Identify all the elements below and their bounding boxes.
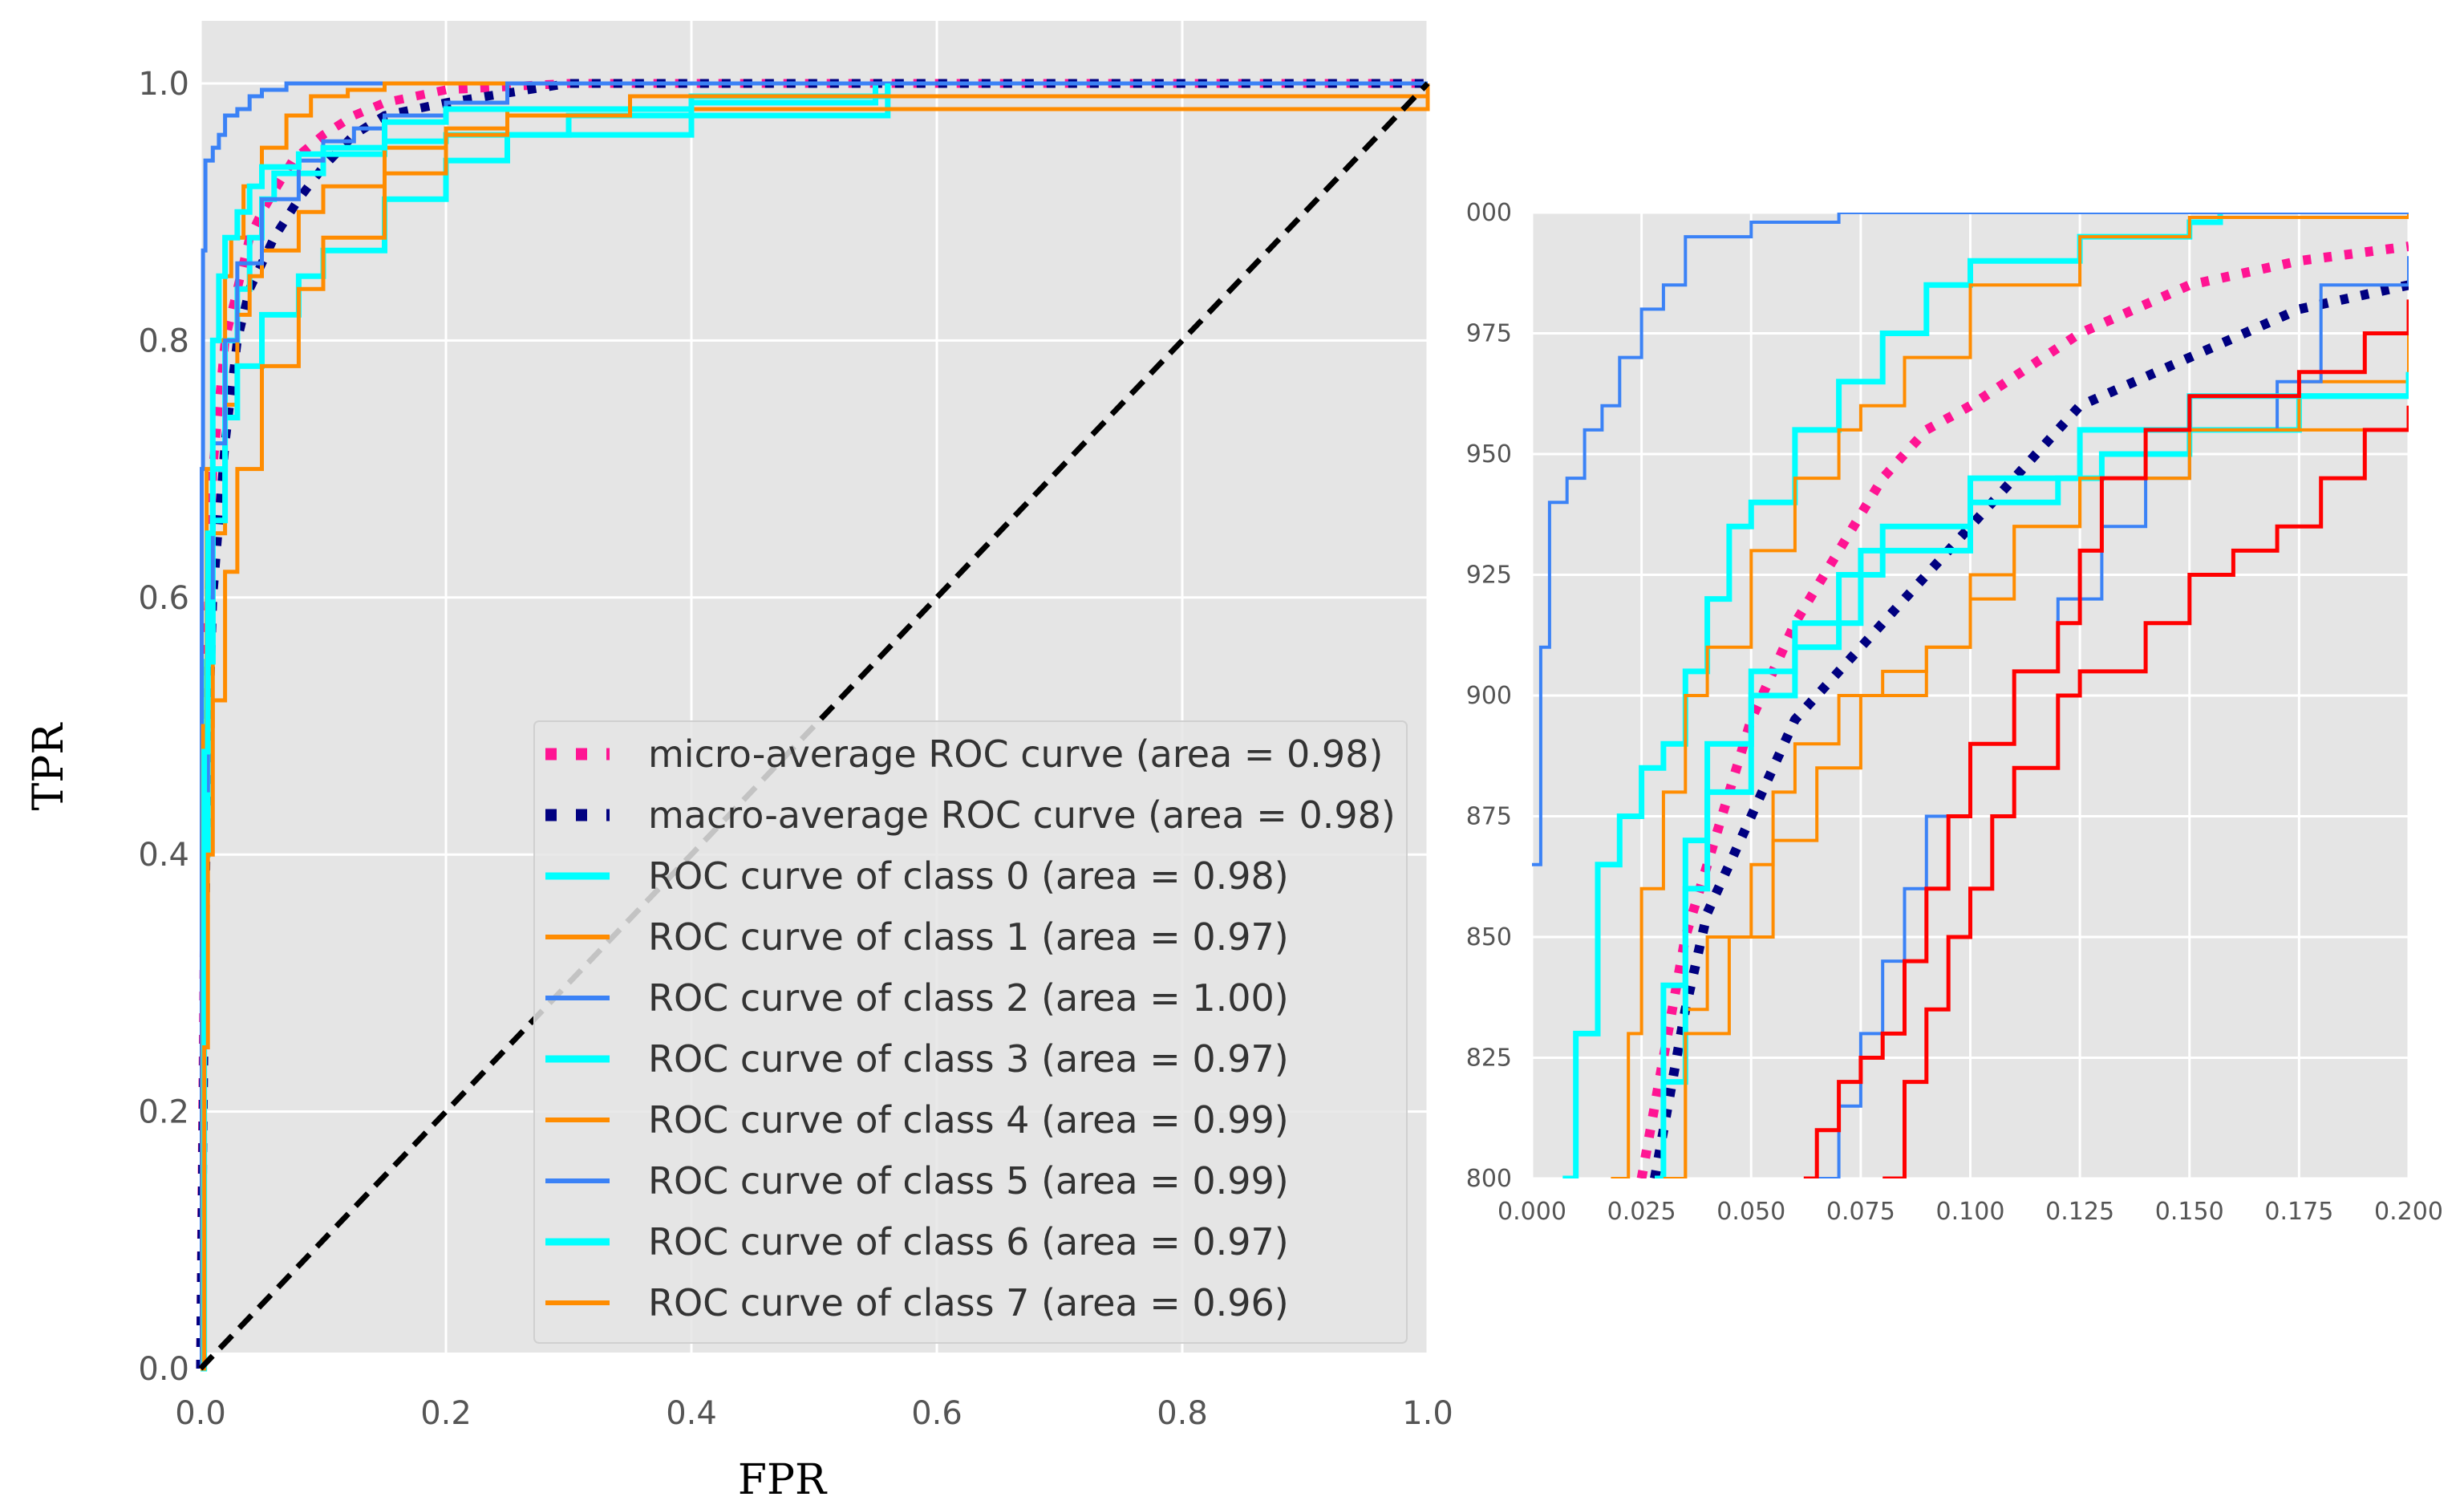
main-y-tick-label: 0.4 <box>138 837 189 874</box>
main-curve-9 <box>201 83 1430 1371</box>
zoom-x-tick-label: 0.075 <box>1826 1198 1895 1226</box>
zoom-x-tick-label: 0.175 <box>2264 1198 2333 1226</box>
zoom-curve-3 <box>1611 213 2409 1178</box>
main-y-tick-label: 0.6 <box>138 580 189 617</box>
legend-items: micro-average ROC curve (area = 0.98) mac… <box>545 732 1396 1324</box>
legend-label-8: ROC curve of class 6 (area = 0.97) <box>648 1220 1289 1264</box>
legend-label-6: ROC curve of class 4 (area = 0.99) <box>648 1098 1289 1142</box>
zoom-y-tick-labels: 800 825 850 875 900 925 950 975 000 <box>1466 199 1512 1193</box>
legend-label-1: macro-average ROC curve (area = 0.98) <box>648 793 1396 837</box>
main-y-tick-label: 1.0 <box>138 66 189 103</box>
zoom-x-tick-label: 0.050 <box>1716 1198 1785 1226</box>
main-x-tick-label: 1.0 <box>1402 1395 1453 1432</box>
zoom-y-tick-label: 850 <box>1466 923 1512 951</box>
legend-box <box>533 720 1408 1344</box>
x-axis-label: FPR <box>738 1456 828 1504</box>
zoom-x-tick-label: 0.150 <box>2155 1198 2224 1226</box>
legend-label-4: ROC curve of class 2 (area = 1.00) <box>648 976 1289 1020</box>
zoom-y-tick-label: 975 <box>1466 320 1512 348</box>
main-x-tick-label: 0.4 <box>666 1395 717 1432</box>
main-curve-0 <box>196 79 1428 1369</box>
zoom-x-tick-label: 0.100 <box>1936 1198 2005 1226</box>
zoom-curve-11 <box>1882 405 2409 1178</box>
main-x-tick-label: 0.6 <box>911 1395 962 1432</box>
main-y-tick-labels: 0.0 0.2 0.4 0.6 0.8 1.0 <box>138 66 189 1388</box>
main-y-tick-label: 0.2 <box>138 1094 189 1131</box>
zoom-y-tick-label: 900 <box>1466 682 1512 710</box>
legend-label-0: micro-average ROC curve (area = 0.98) <box>648 732 1383 776</box>
main-y-tick-label: 0.8 <box>138 322 189 359</box>
zoom-curve-1 <box>1650 280 2409 1178</box>
y-axis-label: TPR <box>25 722 73 811</box>
zoom-x-tick-labels: 0.000 0.025 0.050 0.075 0.100 0.125 0.150 0.175… <box>1497 1198 2443 1226</box>
main-grid <box>199 21 1429 1370</box>
zoom-x-tick-label: 0.125 <box>2045 1198 2114 1226</box>
main-chance-line <box>198 81 1430 1371</box>
main-roc-panel: 0.0 0.2 0.4 0.6 0.8 1.0 0.0 0.2 0.4 0.6 0.8 1.0 FP… <box>25 21 1453 1504</box>
main-x-tick-label: 0.8 <box>1157 1395 1208 1432</box>
main-curve-4 <box>200 81 1428 1371</box>
zoom-y-tick-label: 875 <box>1466 803 1512 831</box>
main-curve-8 <box>201 83 891 1372</box>
zoom-y-tick-label: 950 <box>1466 440 1512 469</box>
zoom-y-tick-label: 000 <box>1466 199 1512 227</box>
legend-label-5: ROC curve of class 3 (area = 0.97) <box>648 1037 1289 1081</box>
main-curves <box>196 79 1430 1372</box>
zoom-curves <box>1532 213 2409 1178</box>
legend-label-2: ROC curve of class 0 (area = 0.98) <box>648 854 1289 898</box>
main-y-tick-label: 0.0 <box>138 1351 189 1388</box>
zoom-y-tick-label: 800 <box>1466 1165 1512 1193</box>
legend-label-3: ROC curve of class 1 (area = 0.97) <box>648 915 1289 959</box>
main-x-tick-label: 0.2 <box>420 1395 472 1432</box>
zoom-curve-2 <box>1562 213 2223 1178</box>
legend: micro-average ROC curve (area = 0.98) mac… <box>533 720 1408 1344</box>
legend-label-7: ROC curve of class 5 (area = 0.99) <box>648 1159 1289 1203</box>
zoom-y-tick-label: 825 <box>1466 1045 1512 1073</box>
main-x-tick-labels: 0.0 0.2 0.4 0.6 0.8 1.0 <box>175 1395 1453 1432</box>
zoom-curve-4 <box>1532 213 2409 866</box>
zoom-x-tick-label: 0.025 <box>1607 1198 1676 1226</box>
zoom-x-tick-label: 0.200 <box>2374 1198 2443 1226</box>
zoom-roc-panel: 0.000 0.025 0.050 0.075 0.100 0.125 0.150 0.175… <box>1466 199 2443 1226</box>
zoom-y-tick-label: 925 <box>1466 562 1512 590</box>
legend-label-9: ROC curve of class 7 (area = 0.96) <box>648 1281 1289 1324</box>
main-x-tick-label: 0.0 <box>175 1395 226 1432</box>
zoom-curve-10 <box>1803 299 2409 1178</box>
zoom-x-tick-label: 0.000 <box>1497 1198 1566 1226</box>
